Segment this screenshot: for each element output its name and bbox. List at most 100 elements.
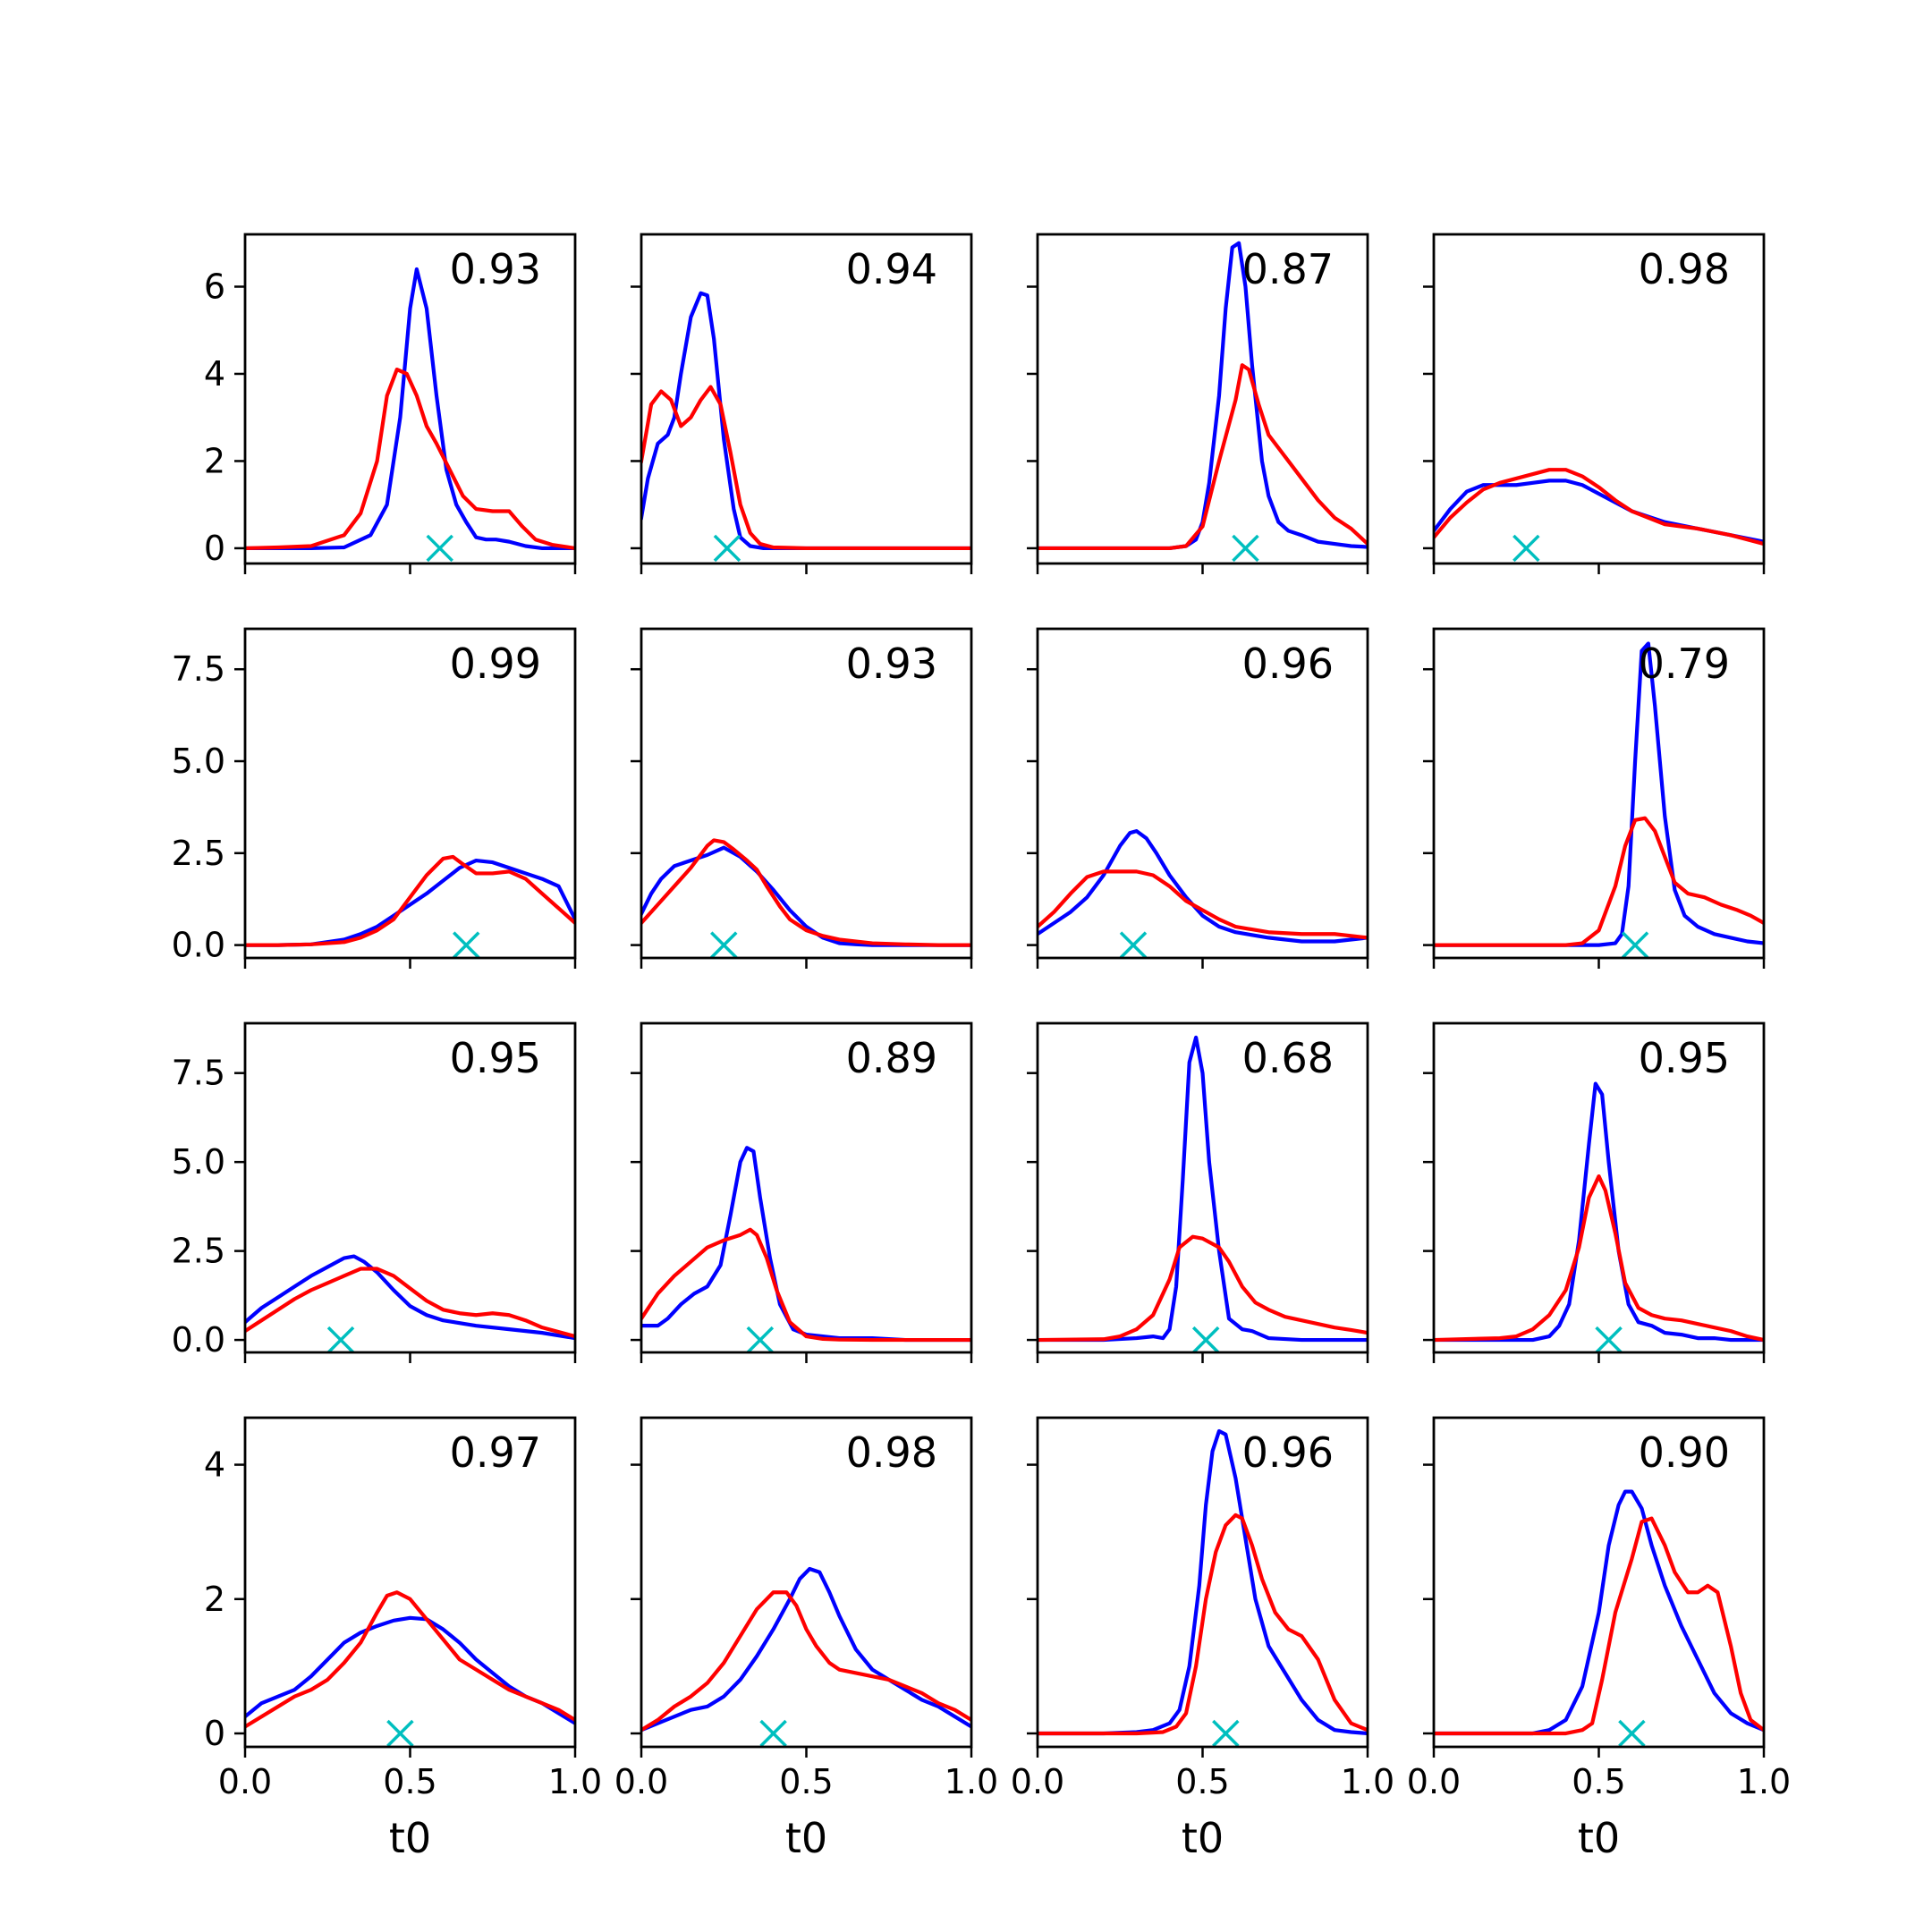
x-tick-label: 0.0: [1011, 1762, 1064, 1801]
y-tick-label: 7.5: [172, 649, 225, 689]
truth-marker-stroke: [426, 534, 453, 563]
panel-3-3: 0.90 0.0 0.5 1.0 t0: [1407, 1416, 1791, 1862]
panel-1-0: 0.99 0.0 2.5 5.0 7.5: [172, 627, 577, 969]
panel-1-1: 0.93: [631, 627, 973, 969]
y-tick-label: 5.0: [172, 1142, 225, 1182]
series-line-red: [1434, 468, 1764, 547]
panel-annotation: 0.90: [1639, 1428, 1730, 1477]
panel-annotation: 0.98: [846, 1428, 937, 1477]
truth-marker-stroke: [326, 1326, 355, 1354]
series-line-red: [1038, 363, 1368, 551]
panel-annotation: 0.93: [846, 640, 937, 688]
truth-marker: [326, 1326, 355, 1354]
series-line-blue: [1038, 829, 1368, 944]
y-tick-label: 2.5: [172, 834, 225, 873]
panel-2-1: 0.89: [631, 1021, 973, 1363]
truth-marker: [1513, 534, 1540, 563]
panel-2-2: 0.68: [1027, 1021, 1369, 1363]
panel-annotation: 0.95: [450, 1034, 541, 1082]
x-tick-label: 0.0: [218, 1762, 272, 1801]
panel-annotation: 0.96: [1242, 1428, 1334, 1477]
panel-3-2: 0.96 0.0 0.5 1.0 t0: [1011, 1416, 1394, 1862]
panel-annotation: 0.68: [1242, 1034, 1334, 1082]
truth-marker: [746, 1326, 775, 1354]
truth-marker-stroke: [1232, 534, 1259, 563]
x-tick-label: 0.5: [1175, 1762, 1229, 1801]
series-line-red: [641, 1590, 971, 1733]
series-line-red: [245, 1267, 575, 1339]
series-line-red: [641, 838, 971, 947]
truth-marker: [759, 1719, 787, 1748]
truth-marker: [710, 931, 738, 959]
truth-marker: [452, 931, 480, 959]
panel-annotation: 0.97: [450, 1428, 541, 1477]
panel-0-0: 0.93 0 2 4 6: [204, 233, 577, 574]
y-tick-label: 6: [204, 267, 225, 306]
truth-marker-stroke: [1595, 1326, 1623, 1354]
panel-grid: 0.93 0 2 4 6 0.94 0.87 0.98 0.99 0.0 2.5 5.0 7.5 0.93…: [172, 233, 1791, 1862]
panel-annotation: 0.96: [1242, 640, 1334, 688]
truth-marker: [1119, 931, 1148, 959]
series-line-blue: [1038, 1035, 1368, 1343]
truth-marker-stroke: [1119, 931, 1148, 959]
y-tick-label: 0: [204, 529, 225, 568]
y-tick-label: 2: [204, 1580, 225, 1619]
series-line-red: [641, 1227, 971, 1343]
truth-marker: [1212, 1719, 1240, 1748]
x-tick-label: 0.5: [1572, 1762, 1625, 1801]
series-line-blue: [1434, 1489, 1764, 1736]
panel-annotation: 0.93: [450, 245, 541, 293]
series-line-red: [245, 854, 575, 947]
panel-0-3: 0.98: [1423, 233, 1766, 574]
truth-marker-stroke: [1618, 1719, 1646, 1748]
x-axis-label: t0: [1578, 1814, 1620, 1862]
panel-annotation: 0.98: [1639, 245, 1730, 293]
series-line-red: [1434, 1174, 1764, 1343]
truth-marker: [1618, 1719, 1646, 1748]
truth-marker-stroke: [1191, 1326, 1220, 1354]
panel-annotation: 0.89: [846, 1034, 937, 1082]
y-tick-label: 2.5: [172, 1232, 225, 1271]
panel-3-0: 0.97 0.0 0.5 1.0 0 2 4 t0: [204, 1416, 602, 1862]
series-line-blue: [641, 1566, 971, 1733]
panel-annotation: 0.95: [1639, 1034, 1730, 1082]
panel-1-2: 0.96: [1027, 627, 1369, 969]
x-tick-label: 1.0: [548, 1762, 602, 1801]
series-line-red: [641, 385, 971, 551]
series-line-red: [245, 368, 575, 551]
x-tick-label: 1.0: [1341, 1762, 1394, 1801]
x-axis-label: t0: [1182, 1814, 1224, 1862]
series-line-red: [1038, 1513, 1368, 1736]
series-line-blue: [641, 291, 971, 551]
truth-marker-stroke: [386, 1719, 414, 1748]
series-line-red: [1434, 1516, 1764, 1736]
series-line-blue: [1434, 1081, 1764, 1343]
panel-0-1: 0.94: [631, 233, 973, 574]
truth-marker-stroke: [1621, 931, 1649, 959]
series-line-red: [1434, 816, 1764, 947]
y-tick-label: 0.0: [172, 1320, 225, 1360]
series-line-blue: [245, 858, 575, 947]
truth-marker: [713, 534, 741, 563]
x-tick-label: 0.0: [614, 1762, 668, 1801]
y-tick-label: 7.5: [172, 1054, 225, 1093]
panel-1-3: 0.79: [1423, 627, 1766, 969]
panel-annotation: 0.94: [846, 245, 937, 293]
x-tick-label: 0.0: [1407, 1762, 1461, 1801]
x-tick-label: 1.0: [945, 1762, 998, 1801]
y-tick-label: 0.0: [172, 926, 225, 965]
y-tick-label: 5.0: [172, 741, 225, 781]
panel-2-3: 0.95: [1423, 1021, 1766, 1363]
x-tick-label: 0.5: [779, 1762, 833, 1801]
x-tick-label: 1.0: [1737, 1762, 1791, 1801]
y-tick-label: 4: [204, 354, 225, 394]
x-axis-label: t0: [785, 1814, 827, 1862]
truth-marker-stroke: [1212, 1719, 1240, 1748]
y-tick-label: 0: [204, 1714, 225, 1753]
truth-marker-stroke: [759, 1719, 787, 1748]
truth-marker: [426, 534, 453, 563]
truth-marker: [1595, 1326, 1623, 1354]
y-tick-label: 2: [204, 441, 225, 480]
x-axis-label: t0: [389, 1814, 431, 1862]
